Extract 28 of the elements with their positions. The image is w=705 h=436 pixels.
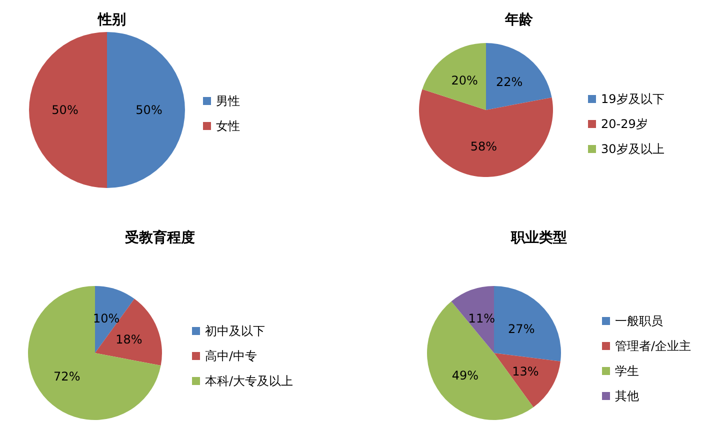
legend-label: 高中/中专 bbox=[205, 349, 258, 363]
data-label: 27% bbox=[508, 322, 535, 336]
legend-label: 一般职员 bbox=[615, 314, 663, 328]
legend-label: 女性 bbox=[216, 119, 240, 133]
chart-title: 年龄 bbox=[504, 12, 534, 28]
data-label: 72% bbox=[54, 369, 80, 384]
data-label: 13% bbox=[512, 364, 539, 379]
legend-label: 学生 bbox=[615, 364, 639, 378]
chart-title: 受教育程度 bbox=[124, 229, 195, 246]
data-label: 50% bbox=[52, 103, 78, 117]
data-label: 18% bbox=[116, 332, 142, 347]
legend-label: 19岁及以下 bbox=[601, 92, 664, 106]
data-label: 58% bbox=[470, 139, 498, 154]
data-label: 50% bbox=[136, 103, 162, 117]
chart-title: 职业类型 bbox=[510, 230, 567, 246]
data-label: 10% bbox=[92, 311, 120, 326]
legend-label: 20-29岁 bbox=[601, 117, 648, 131]
data-label: 22% bbox=[496, 74, 523, 89]
legend-label: 本科/大专及以上 bbox=[205, 374, 294, 388]
legend-label: 30岁及以上 bbox=[601, 142, 664, 156]
legend-label: 初中及以下 bbox=[205, 324, 265, 338]
chart-title: 性别 bbox=[97, 12, 126, 28]
data-label: 20% bbox=[451, 73, 478, 88]
data-label: 49% bbox=[452, 368, 478, 382]
legend-label: 管理者/企业主 bbox=[615, 339, 692, 353]
legend-label: 其他 bbox=[615, 389, 639, 403]
data-label: 11% bbox=[468, 312, 495, 326]
legend-label: 男性 bbox=[216, 94, 240, 108]
